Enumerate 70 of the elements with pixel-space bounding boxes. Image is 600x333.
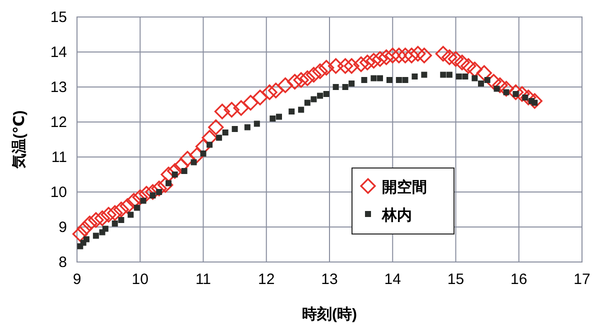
point <box>503 89 510 96</box>
y-tick-label: 10 <box>50 184 67 201</box>
y-tick-label: 8 <box>58 254 67 271</box>
point <box>310 96 317 102</box>
point <box>232 126 238 132</box>
y-tick-label: 13 <box>50 79 67 96</box>
x-axis-title: 時刻(時) <box>302 305 357 323</box>
point <box>244 124 250 130</box>
point <box>181 168 188 174</box>
point <box>156 189 162 195</box>
point <box>361 77 368 83</box>
y-tick-label: 11 <box>51 149 67 166</box>
point <box>206 142 213 148</box>
y-tick-label: 9 <box>58 219 67 236</box>
point <box>386 77 392 83</box>
y-tick-label: 14 <box>50 44 67 61</box>
point <box>128 212 134 218</box>
legend-label: 林内 <box>381 207 412 224</box>
point <box>332 84 339 90</box>
point <box>370 75 377 82</box>
x-tick-label: 11 <box>195 271 212 288</box>
point <box>304 100 310 106</box>
point <box>166 180 172 186</box>
legend-label: 開空間 <box>382 178 427 196</box>
point <box>478 80 484 86</box>
point <box>172 172 178 178</box>
x-tick-label: 13 <box>321 271 338 288</box>
point <box>190 159 197 166</box>
point <box>456 74 462 80</box>
point <box>216 134 222 141</box>
point <box>276 114 282 120</box>
x-tick-label: 9 <box>72 271 82 288</box>
point <box>462 74 468 80</box>
point <box>472 75 478 82</box>
point <box>102 226 108 232</box>
point <box>342 84 348 90</box>
point <box>288 108 295 114</box>
point <box>254 120 260 127</box>
point <box>494 86 500 92</box>
x-tick-label: 17 <box>574 271 590 288</box>
point <box>396 77 402 83</box>
point <box>222 130 228 136</box>
point <box>140 198 146 204</box>
point <box>402 77 408 83</box>
point <box>83 236 90 242</box>
point <box>134 204 140 211</box>
point <box>200 150 206 156</box>
x-tick-label: 10 <box>132 271 148 288</box>
point <box>446 72 452 78</box>
y-tick-label: 12 <box>50 114 67 131</box>
point <box>92 232 99 239</box>
point <box>348 80 355 86</box>
x-tick-label: 15 <box>447 271 464 288</box>
point <box>317 92 324 99</box>
point <box>118 217 124 223</box>
point <box>112 220 118 226</box>
point <box>421 72 428 78</box>
point <box>484 77 490 83</box>
y-axis-title: 気温(℃) <box>11 110 28 170</box>
x-tick-label: 16 <box>510 271 528 288</box>
point <box>440 72 446 78</box>
point <box>377 75 383 82</box>
point <box>298 106 304 113</box>
x-tick-label: 12 <box>258 271 275 288</box>
point <box>150 192 156 198</box>
y-tick-label: 15 <box>50 9 67 26</box>
x-tick-label: 14 <box>384 271 401 288</box>
point <box>270 116 276 122</box>
point <box>323 91 330 97</box>
point <box>412 74 418 80</box>
